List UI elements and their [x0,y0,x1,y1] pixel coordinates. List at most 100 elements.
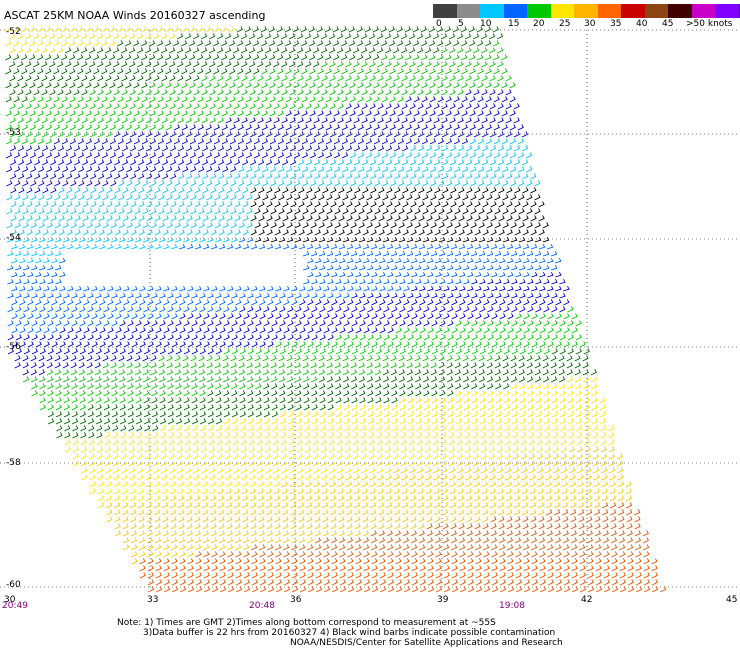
wind-barb [391,348,398,355]
wind-barb [319,383,326,390]
wind-barb [199,390,206,397]
wind-barb [145,117,152,124]
wind-barb [610,523,617,530]
wind-barb [555,341,562,348]
wind-barb [129,467,136,474]
wind-barb [87,334,94,341]
wind-barb [331,313,338,320]
wind-barb [209,467,216,474]
wind-barb [326,369,333,376]
wind-barb [103,404,110,411]
wind-barb [319,404,326,411]
wind-barb [483,299,490,306]
wind-barb [335,383,342,390]
wind-barb [242,509,249,516]
wind-barb [470,222,477,229]
wind-barb [393,467,400,474]
wind-barb [200,460,208,467]
wind-barb [192,425,199,432]
wind-barb [155,313,162,320]
wind-barb [431,411,439,418]
wind-barb [327,306,334,313]
wind-barb [482,173,489,180]
wind-barb [426,173,433,180]
wind-barb [220,26,228,33]
wind-barb [370,257,378,264]
wind-barb [314,215,321,222]
wind-barb [247,418,255,425]
wind-barb [153,495,161,502]
wind-barb [174,180,181,187]
wind-barb [163,327,170,334]
wind-barb [176,453,184,460]
wind-barb [46,376,54,383]
wind-barb [370,159,377,166]
wind-barb [498,516,505,523]
wind-barb [93,138,101,145]
wind-barb [478,264,486,271]
wind-barb [544,425,551,432]
wind-barb [78,376,86,383]
wind-barb [46,180,53,187]
wind-barb [441,61,448,68]
wind-barb [221,96,228,103]
wind-barb [134,355,141,362]
wind-barb [71,397,78,404]
wind-barb [264,439,271,446]
wind-barb [191,418,199,425]
wind-barb [409,488,416,495]
wind-barb [97,481,104,488]
wind-barb [171,327,178,334]
wind-barb [185,89,192,96]
wind-barb [419,271,426,278]
wind-barb [456,432,463,439]
wind-barb [38,236,46,243]
wind-barb [441,467,448,474]
wind-barb [81,145,89,152]
wind-barb [329,131,337,138]
wind-barb [203,551,210,558]
wind-barb [194,229,201,236]
wind-barb [6,250,14,257]
wind-barb [432,439,439,446]
wind-barb [223,320,230,327]
wind-barb [458,530,465,537]
wind-barb [480,446,487,453]
wind-barb [29,138,37,145]
wind-barb [138,509,145,516]
wind-barb [374,180,381,187]
wind-barb [402,523,409,530]
wind-barb [314,530,321,537]
wind-barb [151,390,158,397]
wind-barb [458,187,465,194]
wind-barb [497,117,504,124]
wind-barb [294,222,301,229]
wind-barb [266,502,273,509]
wind-barb [363,327,370,334]
wind-barb [57,47,64,54]
wind-barb [470,369,477,376]
wind-barb [310,376,318,383]
wind-barb [79,418,87,425]
wind-barb [193,117,200,124]
wind-barb [215,320,222,327]
wind-barb [136,453,144,460]
wind-barb [323,271,330,278]
wind-barb [330,537,338,544]
wind-barb [79,397,86,404]
wind-barb [205,138,213,145]
wind-barb [349,96,356,103]
wind-barb [247,397,254,404]
wind-barb [396,26,404,33]
wind-barb [390,376,398,383]
wind-barb [86,166,93,173]
wind-barb [303,383,310,390]
wind-barb [453,82,460,89]
wind-barb [503,348,510,355]
wind-barb [479,397,486,404]
wind-barb [335,397,342,404]
wind-barb [314,243,322,250]
wind-barb [398,376,406,383]
wind-barb [23,278,30,285]
wind-barb [349,54,356,61]
